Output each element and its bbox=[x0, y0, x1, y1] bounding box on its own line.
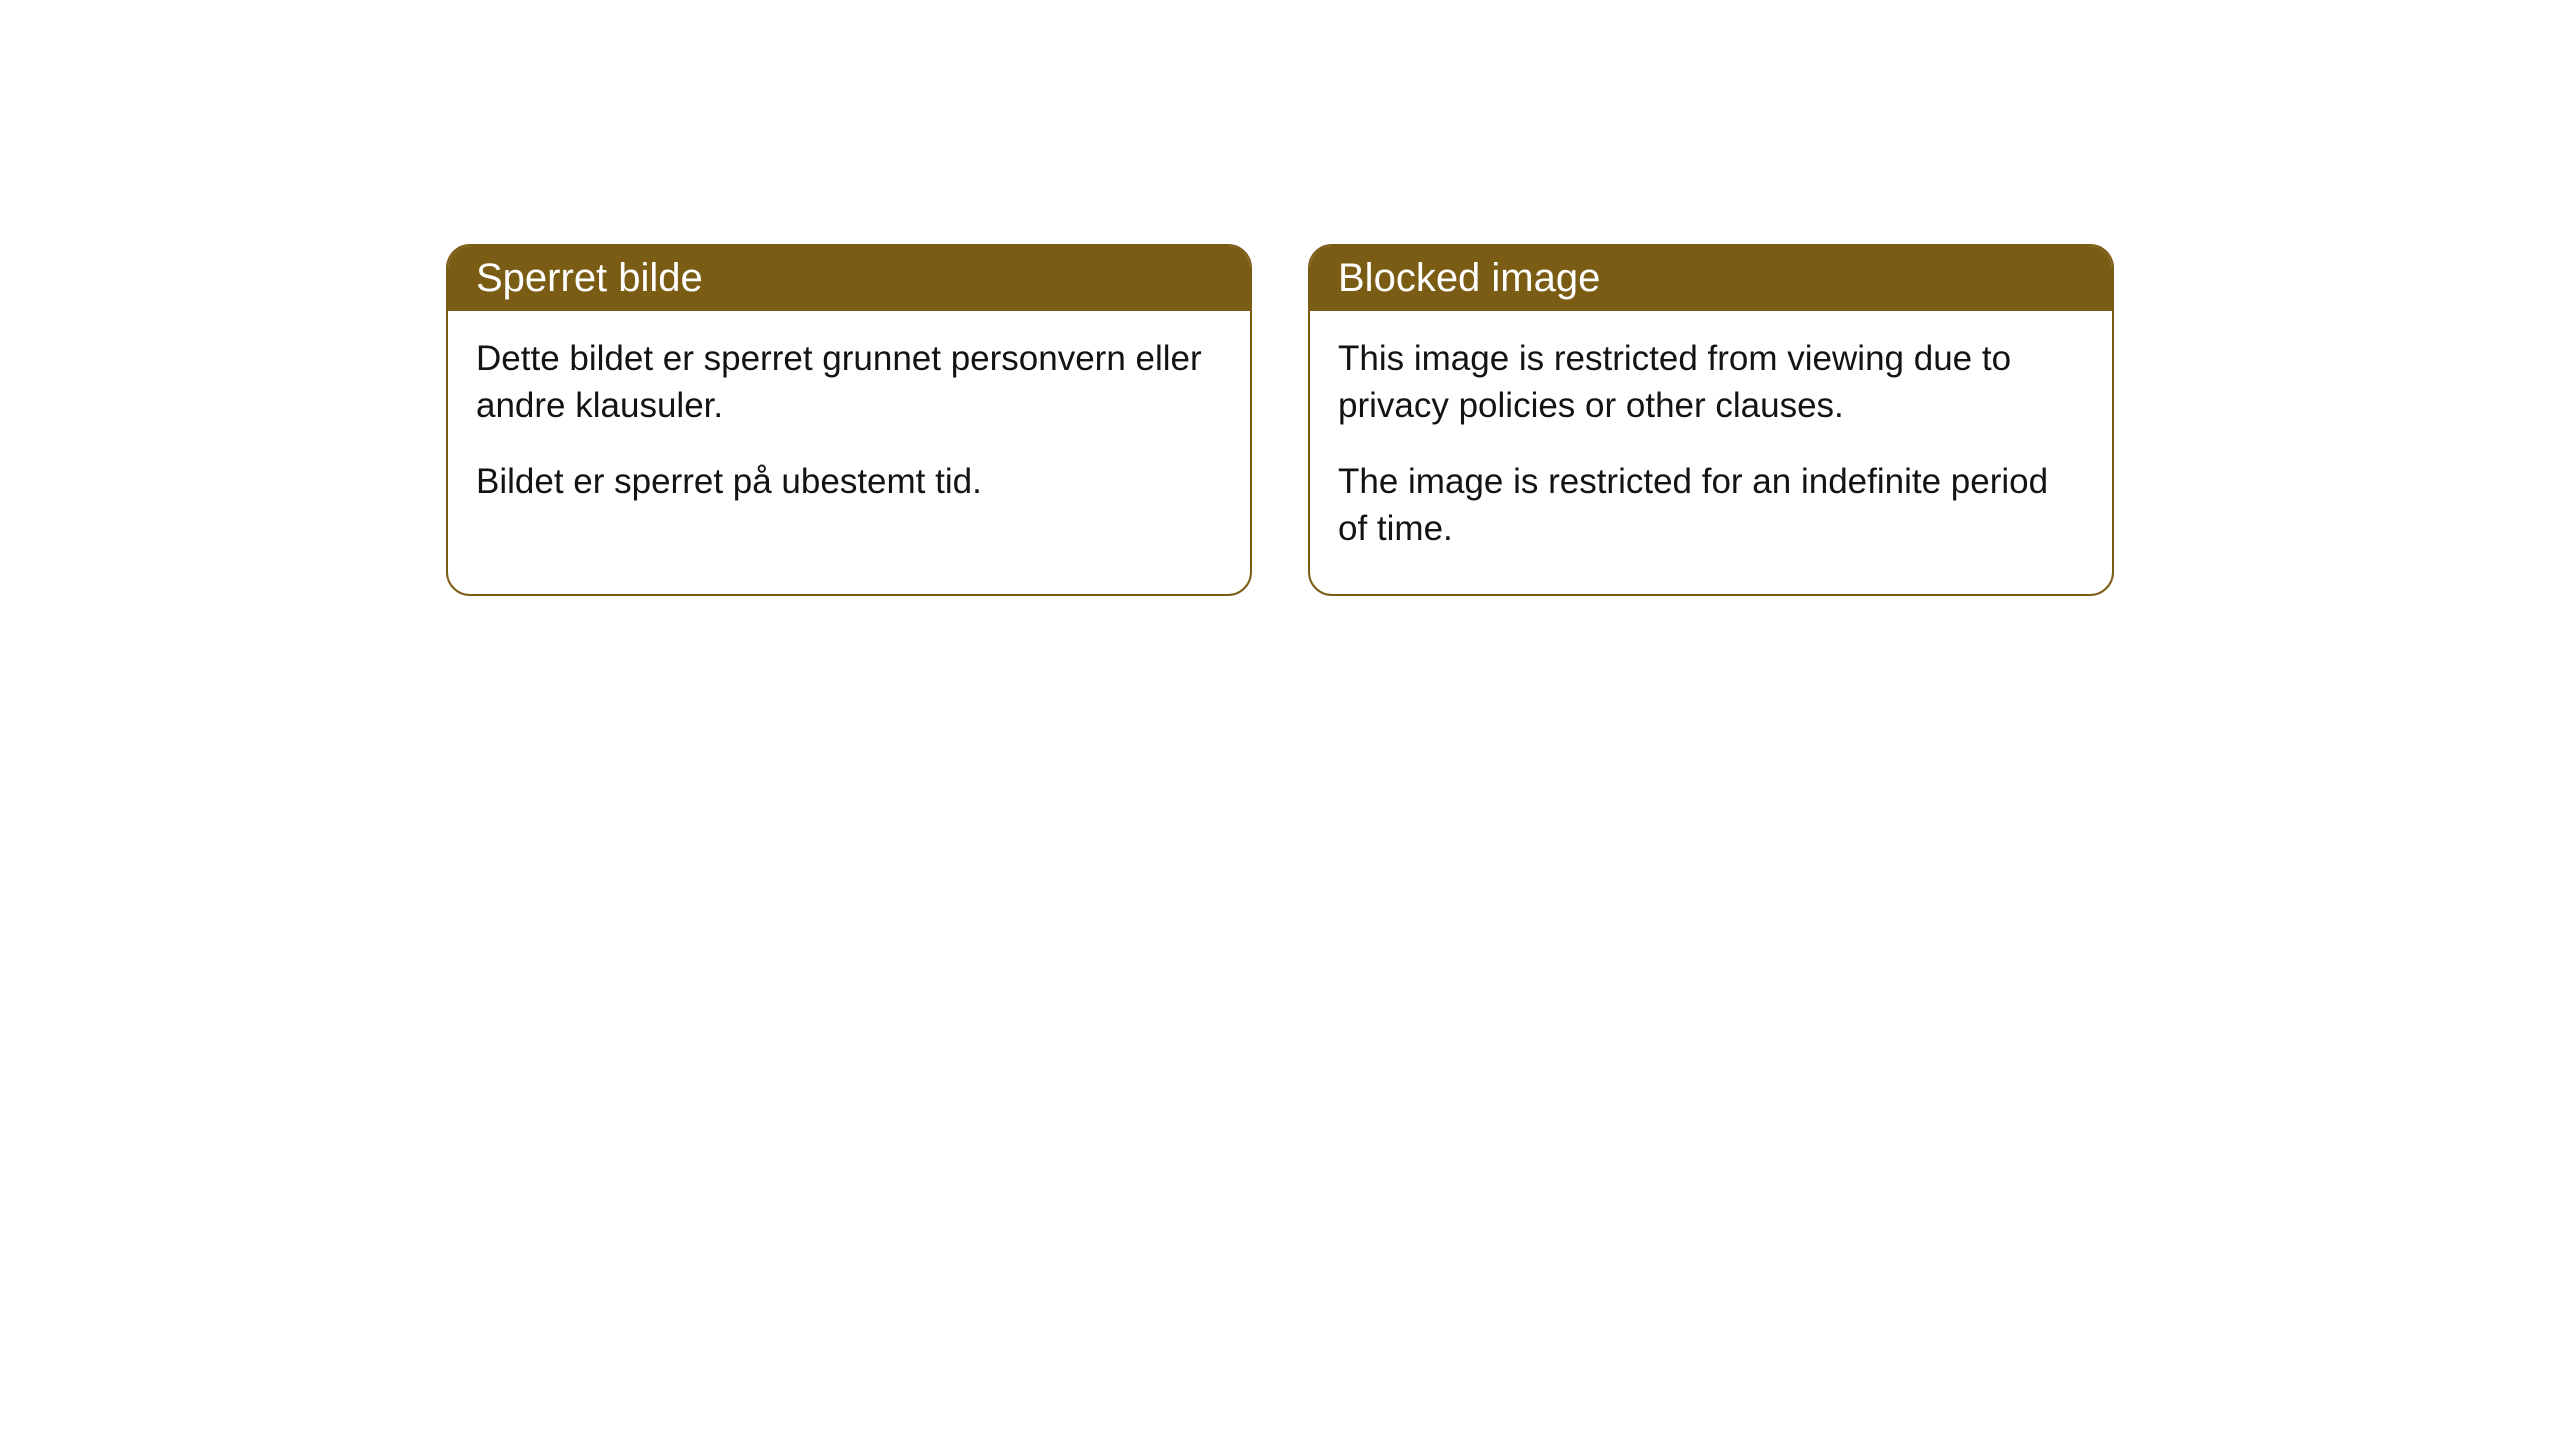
blocked-image-card-norwegian: Sperret bilde Dette bildet er sperret gr… bbox=[446, 244, 1252, 596]
card-paragraph-1: Dette bildet er sperret grunnet personve… bbox=[476, 335, 1222, 430]
card-body: Dette bildet er sperret grunnet personve… bbox=[448, 311, 1250, 547]
card-body: This image is restricted from viewing du… bbox=[1310, 311, 2112, 594]
card-header: Sperret bilde bbox=[448, 246, 1250, 311]
card-paragraph-2: Bildet er sperret på ubestemt tid. bbox=[476, 458, 1222, 505]
card-title: Sperret bilde bbox=[476, 256, 703, 300]
cards-container: Sperret bilde Dette bildet er sperret gr… bbox=[446, 244, 2114, 596]
card-title: Blocked image bbox=[1338, 256, 1600, 300]
card-paragraph-1: This image is restricted from viewing du… bbox=[1338, 335, 2084, 430]
card-header: Blocked image bbox=[1310, 246, 2112, 311]
blocked-image-card-english: Blocked image This image is restricted f… bbox=[1308, 244, 2114, 596]
card-paragraph-2: The image is restricted for an indefinit… bbox=[1338, 458, 2084, 553]
